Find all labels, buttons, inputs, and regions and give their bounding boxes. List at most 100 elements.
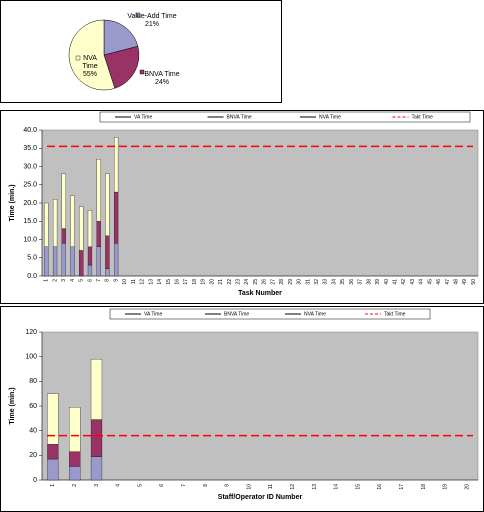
y-tick-label: 30.0 xyxy=(23,163,37,170)
bar-segment xyxy=(70,195,75,247)
y-tick-label: 0.0 xyxy=(27,273,37,280)
x-tick-label: 4 xyxy=(116,484,122,487)
bar-segment xyxy=(44,246,49,277)
x-tick-label: 1 xyxy=(44,279,50,282)
y-tick-label: 15.0 xyxy=(23,218,37,225)
x-axis-title: Task Number xyxy=(238,290,282,297)
x-tick-label: 50 xyxy=(471,279,477,285)
pie-label-name: Value-Add Time xyxy=(127,13,176,20)
x-tick-label: 9 xyxy=(225,484,231,487)
x-tick-label: 39 xyxy=(375,279,381,285)
y-tick-label: 60 xyxy=(29,403,37,410)
x-tick-label: 43 xyxy=(410,279,416,285)
bar-segment xyxy=(90,358,103,420)
x-tick-label: 6 xyxy=(159,484,165,487)
x-tick-label: 16 xyxy=(377,484,383,490)
x-tick-label: 25 xyxy=(253,279,259,285)
legend-label: VA Time xyxy=(144,311,162,317)
x-tick-label: 8 xyxy=(203,484,209,487)
x-tick-label: 29 xyxy=(288,279,294,285)
x-tick-label: 20 xyxy=(209,279,215,285)
y-tick-label: 20.0 xyxy=(23,200,37,207)
x-tick-label: 16 xyxy=(174,279,180,285)
x-tick-label: 13 xyxy=(148,279,154,285)
x-tick-label: 17 xyxy=(183,279,189,285)
bar-segment xyxy=(90,456,103,481)
x-tick-label: 17 xyxy=(399,484,405,490)
y-tick-label: 120 xyxy=(25,329,37,336)
bar-segment xyxy=(114,137,119,193)
bar-segment xyxy=(47,393,59,445)
x-tick-label: 45 xyxy=(427,279,433,285)
x-tick-label: 47 xyxy=(445,279,451,285)
bar-segment xyxy=(90,419,103,457)
x-tick-label: 3 xyxy=(61,279,67,282)
bar-segment xyxy=(96,246,101,277)
x-tick-label: 2 xyxy=(72,484,78,487)
legend-box xyxy=(99,111,471,123)
x-tick-label: 15 xyxy=(355,484,361,490)
bar-segment xyxy=(79,206,84,251)
bar-segment xyxy=(87,210,93,247)
legend-label: NVA Time xyxy=(319,114,341,120)
x-tick-label: 38 xyxy=(366,279,372,285)
x-tick-label: 7 xyxy=(96,279,102,282)
x-tick-label: 18 xyxy=(421,484,427,490)
y-tick-label: 40 xyxy=(29,428,37,435)
legend-marker xyxy=(75,55,81,61)
bar-segment xyxy=(52,246,58,277)
legend-marker xyxy=(135,12,141,18)
bar-segment xyxy=(47,444,59,460)
x-tick-label: 15 xyxy=(166,279,172,285)
pie-slice xyxy=(103,45,140,89)
x-tick-label: 4 xyxy=(70,279,76,282)
y-tick-label: 5.0 xyxy=(27,255,37,262)
x-tick-label: 14 xyxy=(334,484,340,490)
x-tick-label: 33 xyxy=(323,279,329,285)
x-tick-label: 7 xyxy=(181,484,187,487)
bar-segment xyxy=(87,246,93,266)
x-tick-label: 11 xyxy=(268,484,274,489)
x-tick-label: 2 xyxy=(52,279,58,282)
x-tick-label: 1 xyxy=(50,484,56,487)
legend-label: Takt Time xyxy=(412,114,434,120)
y-tick-label: 35.0 xyxy=(23,145,37,152)
x-tick-label: 30 xyxy=(297,279,303,285)
x-tick-label: 49 xyxy=(462,279,468,285)
pie-label-value: 55% xyxy=(83,71,97,78)
x-tick-label: 36 xyxy=(349,279,355,285)
x-tick-label: 8 xyxy=(105,279,111,282)
y-tick-label: 40.0 xyxy=(23,127,37,134)
y-tick-label: 20 xyxy=(29,452,37,459)
bar-segment xyxy=(79,250,84,277)
bar-segment xyxy=(114,191,119,244)
pie-slice xyxy=(68,19,116,91)
x-tick-label: 19 xyxy=(201,279,207,285)
y-tick-label: 100 xyxy=(25,354,37,361)
x-tick-label: 24 xyxy=(244,279,250,285)
x-tick-label: 12 xyxy=(140,279,146,285)
bar-segment xyxy=(47,458,59,481)
bar-segment xyxy=(61,173,66,229)
pie-label: NVA Time 55% xyxy=(82,55,97,78)
x-tick-label: 10 xyxy=(122,279,128,285)
x-tick-label: 3 xyxy=(94,484,100,487)
x-tick-label: 5 xyxy=(79,279,85,282)
y-axis-title: Time (min.) xyxy=(9,184,16,221)
y-axis-title: Time (min.) xyxy=(9,387,16,424)
pie-label-name: Time xyxy=(82,63,97,70)
pie-slice xyxy=(103,19,139,56)
x-tick-label: 21 xyxy=(218,279,224,285)
legend-label: NVA Time xyxy=(304,311,326,317)
y-tick-label: 10.0 xyxy=(23,236,37,243)
bar-segment xyxy=(96,221,101,247)
x-tick-label: 20 xyxy=(464,484,470,490)
pie-label-value: 24% xyxy=(155,79,169,86)
x-tick-label: 40 xyxy=(384,279,390,285)
x-tick-label: 32 xyxy=(314,279,320,285)
x-axis-title: Staff/Operator ID Number xyxy=(218,494,303,501)
bar-segment xyxy=(105,268,110,277)
pie-label: BNVA Time 24% xyxy=(144,71,179,86)
legend-label: VA Time xyxy=(134,114,152,120)
